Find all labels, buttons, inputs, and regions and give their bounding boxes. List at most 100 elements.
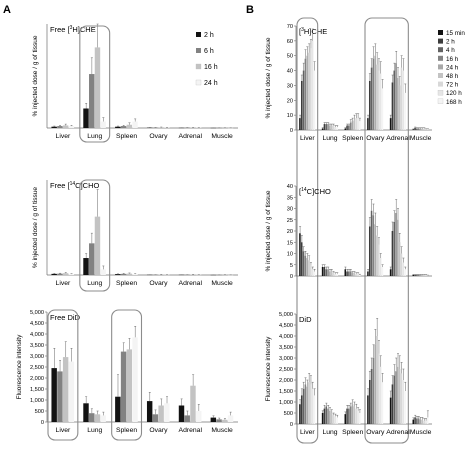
chart-title-b1: [3H]CHE bbox=[299, 27, 327, 36]
y-tick-label: 30 bbox=[287, 83, 293, 89]
bar bbox=[353, 119, 356, 130]
highlight-box bbox=[364, 17, 409, 444]
y-tick-label: 35 bbox=[287, 195, 293, 201]
bar bbox=[400, 253, 403, 276]
y-tick-label: 1,500 bbox=[30, 387, 44, 393]
bar bbox=[349, 406, 352, 424]
bar bbox=[334, 127, 337, 130]
bar bbox=[398, 242, 401, 276]
bar bbox=[404, 391, 406, 424]
bar bbox=[222, 419, 228, 422]
y-tick-label: 10 bbox=[287, 113, 293, 119]
bar bbox=[126, 124, 133, 128]
legend-label: 16 h bbox=[446, 56, 459, 63]
x-tick-label: Muscle bbox=[211, 427, 233, 434]
bar bbox=[423, 128, 425, 130]
legend-swatch bbox=[437, 90, 444, 96]
bar bbox=[311, 40, 314, 130]
bar bbox=[398, 369, 401, 424]
legend-swatch bbox=[438, 30, 443, 35]
x-tick-label: Lung bbox=[87, 133, 102, 140]
bar bbox=[51, 126, 57, 128]
bar bbox=[89, 243, 95, 275]
legend-label: 2 h bbox=[204, 32, 214, 39]
bar bbox=[393, 70, 395, 130]
legend-swatch bbox=[196, 48, 201, 53]
x-tick-label: Liver bbox=[300, 135, 315, 142]
x-tick-label: Adrenal bbox=[179, 427, 203, 434]
x-tick-label: Adrenal bbox=[386, 429, 410, 436]
bar bbox=[395, 213, 397, 276]
bar bbox=[421, 419, 424, 424]
legend-swatch bbox=[437, 98, 444, 104]
bar bbox=[321, 413, 324, 424]
bar bbox=[299, 404, 301, 424]
x-tick-label: Ovary bbox=[149, 427, 168, 434]
bar bbox=[425, 420, 427, 424]
bar bbox=[327, 408, 329, 424]
chart-title-a2: Free [14C]CHO bbox=[50, 181, 99, 190]
y-tick-label: 5,000 bbox=[30, 310, 44, 316]
bar bbox=[325, 269, 327, 276]
bar bbox=[332, 415, 335, 424]
y-tick-label: 10 bbox=[287, 252, 293, 258]
x-tick-label: Liver bbox=[56, 427, 71, 434]
bar bbox=[302, 70, 305, 130]
bar bbox=[349, 271, 352, 276]
bar bbox=[344, 128, 347, 130]
bar bbox=[325, 406, 327, 424]
bar bbox=[164, 403, 170, 422]
y-tick-label: 3,000 bbox=[30, 354, 44, 360]
bar bbox=[351, 404, 354, 424]
y-tick-label: 50 bbox=[287, 54, 293, 60]
bar bbox=[120, 351, 127, 422]
bar bbox=[353, 406, 356, 424]
bar bbox=[355, 118, 357, 130]
bar bbox=[414, 417, 416, 424]
legend-label: 4 h bbox=[446, 47, 455, 54]
bar bbox=[329, 271, 331, 276]
bar bbox=[115, 126, 121, 128]
bar bbox=[344, 269, 347, 276]
x-tick-label: Adrenal bbox=[179, 133, 203, 140]
y-tick-label: 500 bbox=[35, 409, 44, 415]
x-tick-label: Lung bbox=[322, 429, 337, 436]
bar bbox=[423, 420, 425, 424]
y-tick-label: 2,000 bbox=[279, 378, 293, 384]
bar bbox=[372, 215, 375, 276]
legend-label: 72 h bbox=[446, 82, 459, 89]
bar bbox=[62, 125, 69, 128]
bar bbox=[391, 82, 394, 130]
bar bbox=[100, 415, 106, 422]
legend-label: 24 h bbox=[204, 80, 218, 87]
bar bbox=[397, 219, 399, 276]
y-tick-label: 2,000 bbox=[30, 376, 44, 382]
y-tick-label: 15 bbox=[287, 240, 293, 246]
bar bbox=[158, 405, 164, 422]
chart-title-a3: Free DiD bbox=[50, 313, 81, 322]
bar bbox=[336, 273, 338, 276]
bar bbox=[83, 403, 89, 422]
bar bbox=[378, 353, 380, 424]
bar bbox=[178, 405, 185, 422]
bar bbox=[419, 274, 422, 277]
y-tick-label: 70 bbox=[287, 24, 293, 30]
legend-swatch bbox=[438, 38, 443, 44]
bar bbox=[381, 88, 384, 130]
chart-title-a1: Free [3H]CHE bbox=[50, 25, 96, 34]
y-tick-label: 3,500 bbox=[30, 343, 44, 349]
x-tick-label: Lung bbox=[87, 280, 102, 287]
bar bbox=[404, 92, 406, 130]
y-tick-label: 3,500 bbox=[279, 345, 293, 351]
x-tick-label: Muscle bbox=[410, 429, 432, 436]
bar bbox=[332, 272, 335, 277]
bar bbox=[412, 274, 415, 277]
x-tick-label: Liver bbox=[56, 280, 71, 287]
bar bbox=[374, 224, 376, 276]
bar bbox=[334, 416, 337, 424]
bar bbox=[329, 410, 331, 424]
bar bbox=[393, 375, 395, 424]
bar bbox=[132, 274, 138, 275]
bar bbox=[304, 58, 307, 130]
